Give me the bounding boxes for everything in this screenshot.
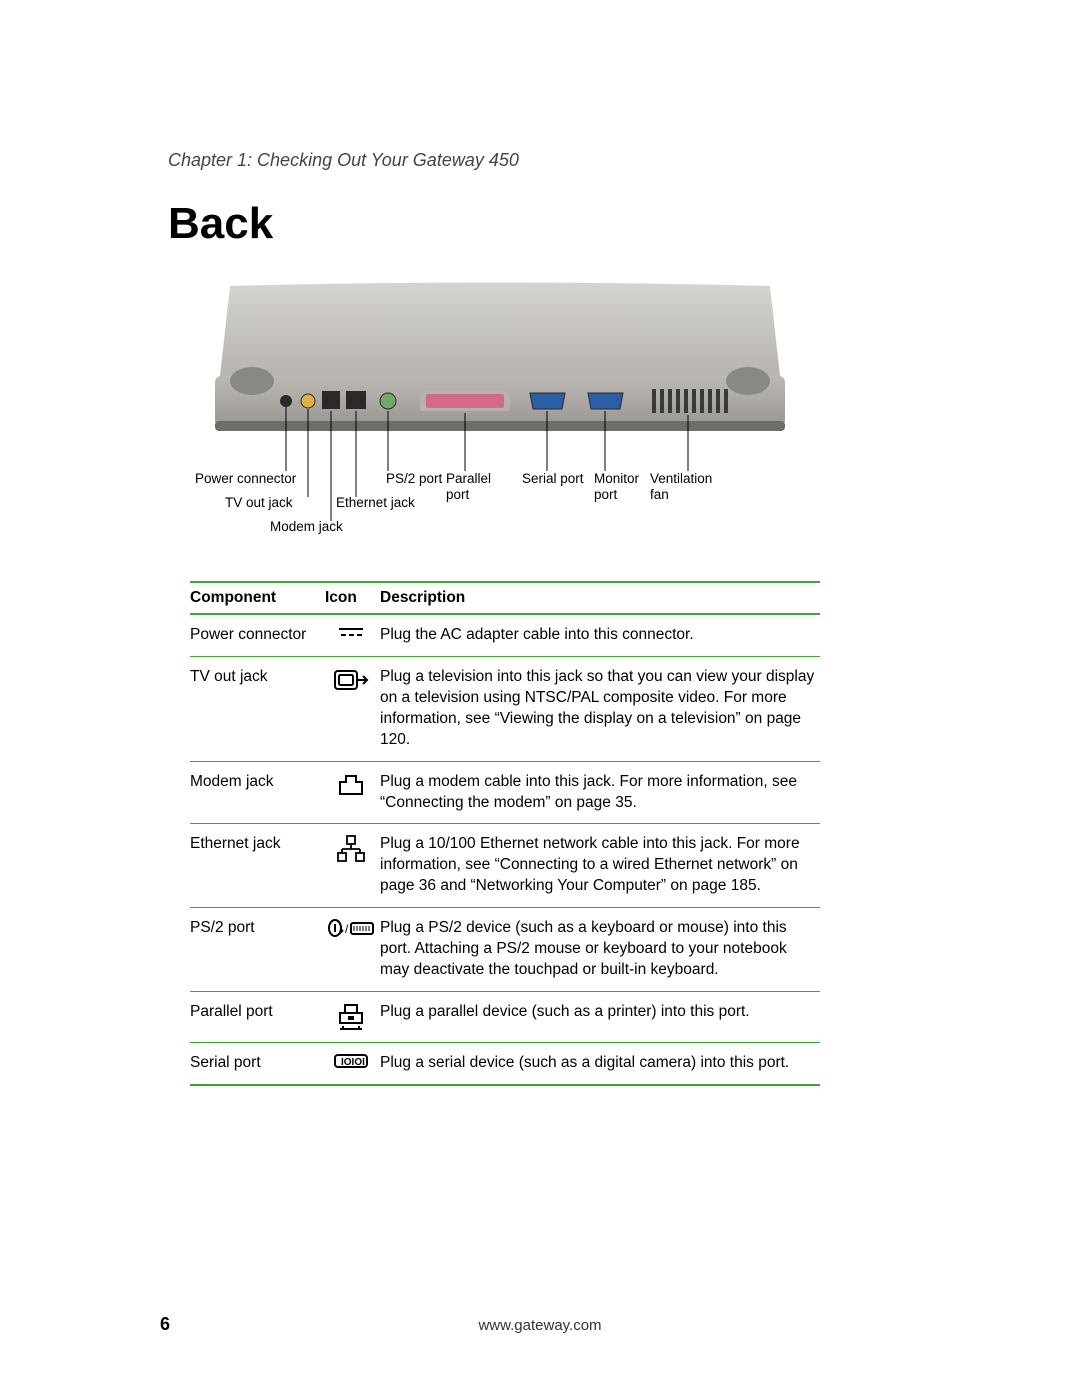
parallel-icon: [325, 991, 380, 1042]
power-icon: [325, 614, 380, 656]
table-row: Power connector Plug the AC adapter cabl…: [190, 614, 820, 656]
label-tvout: TV out jack: [225, 495, 293, 510]
cell-description: Plug a modem cable into this jack. For m…: [380, 761, 820, 824]
cell-description: Plug a PS/2 device (such as a keyboard o…: [380, 908, 820, 992]
table-row: Parallel port Plug a parallel device (su…: [190, 991, 820, 1042]
cell-component: Power connector: [190, 614, 325, 656]
table-row: PS/2 port / Plug a PS/2 device (such as …: [190, 908, 820, 992]
chapter-heading: Chapter 1: Checking Out Your Gateway 450: [168, 150, 950, 171]
serial-icon: IOIOI: [325, 1042, 380, 1084]
back-diagram: Power connector PS/2 port Parallel port …: [190, 281, 810, 551]
cell-description: Plug the AC adapter cable into this conn…: [380, 614, 820, 656]
ethernet-icon: [325, 824, 380, 908]
modem-icon: [325, 761, 380, 824]
component-table: Component Icon Description Power connect…: [190, 581, 820, 1086]
cell-component: Modem jack: [190, 761, 325, 824]
tvout-icon: [325, 656, 380, 761]
table-row: TV out jack Plug a television into this …: [190, 656, 820, 761]
label-modem: Modem jack: [270, 519, 343, 534]
th-component: Component: [190, 582, 325, 614]
ps2-icon: /: [325, 908, 380, 992]
cell-description: Plug a television into this jack so that…: [380, 656, 820, 761]
cell-description: Plug a 10/100 Ethernet network cable int…: [380, 824, 820, 908]
label-parallel-l2: port: [446, 487, 470, 502]
th-icon: Icon: [325, 582, 380, 614]
label-parallel-l1: Parallel: [446, 471, 491, 486]
label-serial: Serial port: [522, 471, 584, 486]
page-footer: 6 www.gateway.com: [160, 1314, 950, 1335]
page-title: Back: [168, 199, 950, 249]
table-row: Serial port IOIOI Plug a serial device (…: [190, 1042, 820, 1084]
footer-url: www.gateway.com: [130, 1317, 950, 1334]
cell-component: Parallel port: [190, 991, 325, 1042]
label-ethernet: Ethernet jack: [336, 495, 415, 510]
th-description: Description: [380, 582, 820, 614]
cell-component: Ethernet jack: [190, 824, 325, 908]
svg-text:/: /: [345, 922, 349, 936]
cell-component: TV out jack: [190, 656, 325, 761]
label-ps2: PS/2 port: [386, 471, 443, 486]
label-vent-l1: Ventilation: [650, 471, 712, 486]
page: Chapter 1: Checking Out Your Gateway 450…: [0, 0, 1080, 1397]
laptop-back-svg: [190, 281, 810, 461]
svg-text:IOIOI: IOIOI: [341, 1057, 365, 1068]
label-power: Power connector: [195, 471, 297, 486]
cell-component: PS/2 port: [190, 908, 325, 992]
label-vent-l2: fan: [650, 487, 669, 502]
label-monitor-l2: port: [594, 487, 618, 502]
cell-description: Plug a parallel device (such as a printe…: [380, 991, 820, 1042]
table-row: Modem jack Plug a modem cable into this …: [190, 761, 820, 824]
cell-description: Plug a serial device (such as a digital …: [380, 1042, 820, 1084]
label-monitor-l1: Monitor: [594, 471, 640, 486]
cell-component: Serial port: [190, 1042, 325, 1084]
table-row: Ethernet jack Plug a 10/100 Ethernet net…: [190, 824, 820, 908]
